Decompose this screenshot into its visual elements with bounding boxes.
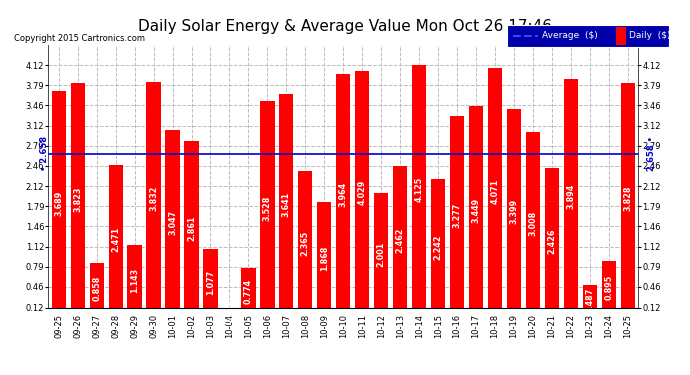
Bar [108, 165, 123, 315]
Text: 2.242: 2.242 [433, 234, 442, 260]
Text: 0.000: 0.000 [225, 299, 234, 324]
Bar [90, 263, 104, 315]
Bar [355, 70, 369, 315]
Bar [128, 246, 141, 315]
Bar [431, 179, 445, 315]
Text: 3.823: 3.823 [73, 186, 82, 211]
Text: 3.641: 3.641 [282, 192, 291, 217]
Bar [602, 261, 616, 315]
Text: 4.029: 4.029 [357, 180, 367, 205]
Text: 0.774: 0.774 [244, 279, 253, 304]
Text: 2.365: 2.365 [301, 231, 310, 256]
Bar [298, 171, 313, 315]
Text: 3.449: 3.449 [471, 198, 480, 223]
Text: 4.125: 4.125 [415, 177, 424, 203]
Text: 4.071: 4.071 [491, 179, 500, 204]
Text: 2.658 •: 2.658 • [647, 136, 656, 171]
Text: 2.426: 2.426 [547, 228, 556, 254]
Text: 3.277: 3.277 [453, 203, 462, 228]
Bar [488, 68, 502, 315]
Text: 0.895: 0.895 [604, 275, 613, 300]
Bar [52, 91, 66, 315]
Bar [204, 249, 217, 315]
Text: Daily  ($): Daily ($) [629, 32, 671, 40]
Text: Average  ($): Average ($) [542, 32, 598, 40]
Text: • 2.658: • 2.658 [40, 136, 49, 171]
Bar [393, 165, 407, 315]
Text: Daily Solar Energy & Average Value Mon Oct 26 17:46: Daily Solar Energy & Average Value Mon O… [138, 19, 552, 34]
Text: 2.861: 2.861 [187, 215, 196, 241]
Text: 3.399: 3.399 [509, 199, 518, 224]
Text: 2.471: 2.471 [111, 227, 120, 252]
Bar [260, 101, 275, 315]
Text: 3.047: 3.047 [168, 210, 177, 235]
Bar [621, 83, 635, 315]
Bar [241, 268, 255, 315]
Text: 3.828: 3.828 [623, 186, 632, 211]
Text: 0.858: 0.858 [92, 276, 101, 302]
Bar [336, 75, 351, 315]
Text: 3.964: 3.964 [339, 182, 348, 207]
Bar [146, 82, 161, 315]
Text: 1.077: 1.077 [206, 270, 215, 295]
Text: 1.143: 1.143 [130, 268, 139, 293]
Bar [279, 94, 293, 315]
Text: 2.462: 2.462 [395, 228, 404, 253]
Bar [166, 130, 179, 315]
Bar [583, 285, 597, 315]
Bar [526, 132, 540, 315]
Text: 3.689: 3.689 [55, 190, 63, 216]
Bar [70, 83, 85, 315]
Text: 2.001: 2.001 [377, 242, 386, 267]
Bar [317, 201, 331, 315]
Bar [507, 109, 521, 315]
Text: 0.487: 0.487 [585, 287, 594, 313]
Bar [469, 106, 483, 315]
Bar [184, 141, 199, 315]
Bar [545, 168, 559, 315]
Text: 3.894: 3.894 [566, 184, 575, 209]
Text: Copyright 2015 Cartronics.com: Copyright 2015 Cartronics.com [14, 34, 145, 43]
Text: 3.832: 3.832 [149, 186, 158, 211]
Text: 1.868: 1.868 [319, 246, 329, 271]
Bar [564, 79, 578, 315]
Text: 3.528: 3.528 [263, 195, 272, 220]
Bar [374, 194, 388, 315]
Bar [450, 116, 464, 315]
Bar [412, 65, 426, 315]
Text: 3.008: 3.008 [529, 211, 538, 236]
